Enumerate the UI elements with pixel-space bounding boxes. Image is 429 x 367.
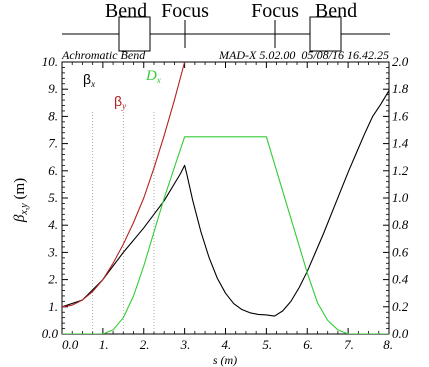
- y-left-tick-label: 2.: [48, 272, 58, 287]
- bend-magnet-1: [118, 16, 151, 52]
- focus-label-2: Focus: [251, 0, 299, 22]
- focus-label-1: Focus: [161, 0, 209, 22]
- y-left-tick-label: 10.: [42, 54, 58, 69]
- y-left-tick-label: 9.: [48, 81, 58, 96]
- y-left-tick-label: 3.: [47, 244, 58, 259]
- y-right-tick-label: 0.2: [392, 299, 409, 314]
- legend: βx βy Dx: [83, 68, 161, 111]
- y-right-tick-label: 0.6: [392, 244, 409, 259]
- x-tick-label: 3.: [180, 337, 191, 352]
- series-beta-y: [62, 62, 186, 308]
- y-left-tick-label: 5.: [48, 190, 58, 205]
- plot-title: Achromatic Bend: [61, 48, 146, 62]
- y-right-tick-label: 0.8: [392, 217, 409, 232]
- bend-magnet-2: [309, 16, 342, 52]
- bend-label-2: Bend: [315, 0, 357, 22]
- legend-dx: Dx: [145, 68, 161, 85]
- axis-ticks: [61, 61, 390, 335]
- legend-beta-x-sub: x: [90, 79, 95, 89]
- x-axis-title: s (m): [213, 353, 237, 367]
- optics-curves: [62, 62, 389, 334]
- x-tick-label: 2.: [140, 337, 150, 352]
- series-dx: [62, 136, 389, 334]
- y-right-tick-label: 1.0: [392, 190, 409, 205]
- y-left-tick-label: 7.: [48, 136, 58, 151]
- y-right-tick-label: 2.0: [392, 54, 409, 69]
- y-axis-title: βx,y (m): [12, 178, 30, 223]
- reference-markers: [92, 112, 155, 334]
- x-tick-label: 4.: [222, 337, 232, 352]
- tick-labels: 0.0 1. 2. 3. 4. 5. 6. 7. 8.0.0 0.01. 0.22. 0.43. 0.6…: [42, 54, 409, 352]
- lattice-schematic: Bend Focus Focus Bend: [62, 0, 390, 52]
- y-right-tick-label: 0.0: [392, 326, 409, 341]
- legend-dx-sub: x: [156, 75, 161, 85]
- legend-dx-main: D: [145, 68, 157, 84]
- y-left-tick-label: 8.: [48, 108, 58, 123]
- legend-beta-x-main: β: [83, 71, 91, 87]
- y-right-tick-label: 1.2: [392, 163, 409, 178]
- y-left-tick-label: 0.0: [42, 326, 59, 341]
- x-tick-label: 8.: [383, 337, 393, 352]
- x-tick-label: 0.0: [62, 337, 79, 352]
- y-right-tick-label: 1.4: [392, 136, 409, 151]
- series-beta-x: [62, 90, 389, 317]
- x-tick-label: 6.: [303, 337, 313, 352]
- legend-beta-y-sub: y: [121, 101, 126, 111]
- legend-beta-y-main: β: [114, 93, 122, 109]
- y-left-tick-label: 4.: [48, 217, 58, 232]
- legend-beta-y: βy: [114, 93, 126, 111]
- y-right-tick-label: 0.4: [392, 272, 409, 287]
- bend-label-1: Bend: [105, 0, 147, 22]
- y-right-tick-label: 1.6: [392, 108, 409, 123]
- x-tick-label: 1.: [99, 337, 109, 352]
- x-tick-label: 7.: [344, 337, 354, 352]
- plot-stamp: MAD-X 5.02.00 05/08/16 16.42.25: [218, 48, 389, 62]
- legend-beta-x: βx: [83, 71, 95, 89]
- y-left-tick-label: 6.: [48, 163, 58, 178]
- x-tick-label: 5.: [262, 337, 272, 352]
- y-right-tick-label: 1.8: [392, 81, 409, 96]
- y-left-tick-label: 1.: [48, 299, 58, 314]
